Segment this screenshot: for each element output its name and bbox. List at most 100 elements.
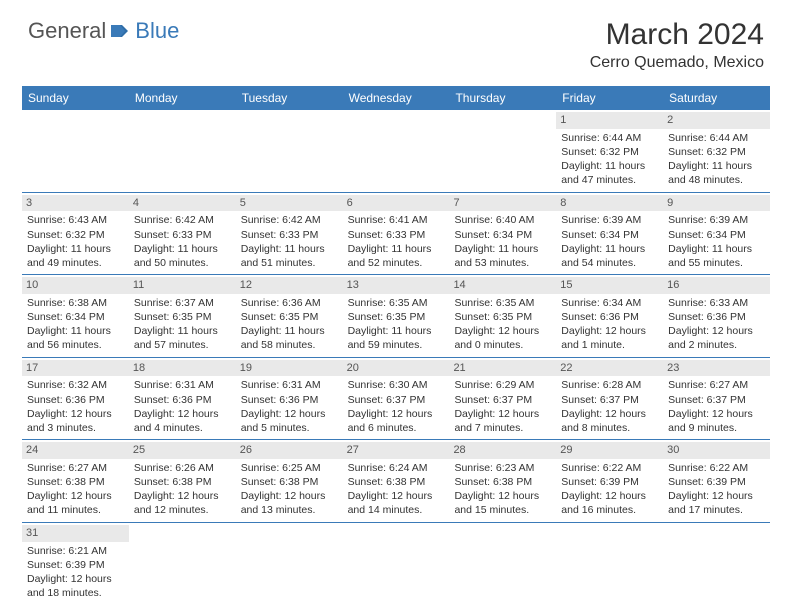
cell-sunrise: Sunrise: 6:34 AM (561, 296, 658, 310)
cell-daylight2: and 6 minutes. (348, 421, 445, 435)
day-number: 23 (663, 360, 770, 377)
day-header-cell: Sunday (22, 86, 129, 110)
cell-daylight2: and 18 minutes. (27, 586, 124, 600)
calendar-cell: 26Sunrise: 6:25 AMSunset: 6:38 PMDayligh… (236, 440, 343, 522)
cell-sunset: Sunset: 6:35 PM (241, 310, 338, 324)
cell-sunset: Sunset: 6:37 PM (348, 393, 445, 407)
location-subtitle: Cerro Quemado, Mexico (590, 54, 764, 72)
calendar-cell: 17Sunrise: 6:32 AMSunset: 6:36 PMDayligh… (22, 358, 129, 440)
cell-daylight1: Daylight: 12 hours (454, 407, 551, 421)
calendar-cell: 25Sunrise: 6:26 AMSunset: 6:38 PMDayligh… (129, 440, 236, 522)
cell-daylight1: Daylight: 12 hours (561, 407, 658, 421)
cell-daylight1: Daylight: 11 hours (668, 159, 765, 173)
day-header-cell: Wednesday (343, 86, 450, 110)
cell-daylight1: Daylight: 11 hours (348, 242, 445, 256)
cell-daylight1: Daylight: 12 hours (27, 489, 124, 503)
cell-sunrise: Sunrise: 6:27 AM (668, 378, 765, 392)
cell-sunrise: Sunrise: 6:42 AM (134, 213, 231, 227)
cell-daylight2: and 47 minutes. (561, 173, 658, 187)
calendar-cell: 9Sunrise: 6:39 AMSunset: 6:34 PMDaylight… (663, 193, 770, 275)
logo: General Blue (28, 18, 179, 44)
cell-daylight2: and 54 minutes. (561, 256, 658, 270)
calendar-week: 3Sunrise: 6:43 AMSunset: 6:32 PMDaylight… (22, 193, 770, 276)
cell-sunset: Sunset: 6:35 PM (134, 310, 231, 324)
cell-sunrise: Sunrise: 6:32 AM (27, 378, 124, 392)
cell-sunrise: Sunrise: 6:37 AM (134, 296, 231, 310)
cell-sunset: Sunset: 6:37 PM (668, 393, 765, 407)
logo-text-1: General (28, 18, 106, 44)
day-number: 9 (663, 195, 770, 212)
day-number: 20 (343, 360, 450, 377)
cell-sunrise: Sunrise: 6:25 AM (241, 461, 338, 475)
cell-daylight2: and 48 minutes. (668, 173, 765, 187)
cell-sunrise: Sunrise: 6:30 AM (348, 378, 445, 392)
cell-sunrise: Sunrise: 6:40 AM (454, 213, 551, 227)
day-number: 24 (22, 442, 129, 459)
calendar-cell-empty (556, 523, 663, 605)
day-number: 12 (236, 277, 343, 294)
cell-sunset: Sunset: 6:35 PM (454, 310, 551, 324)
cell-sunset: Sunset: 6:38 PM (454, 475, 551, 489)
calendar-cell: 13Sunrise: 6:35 AMSunset: 6:35 PMDayligh… (343, 275, 450, 357)
cell-sunrise: Sunrise: 6:21 AM (27, 544, 124, 558)
page-header: General Blue March 2024 Cerro Quemado, M… (0, 0, 792, 80)
cell-daylight1: Daylight: 11 hours (668, 242, 765, 256)
cell-daylight1: Daylight: 12 hours (561, 324, 658, 338)
day-number: 28 (449, 442, 556, 459)
calendar-cell: 18Sunrise: 6:31 AMSunset: 6:36 PMDayligh… (129, 358, 236, 440)
cell-daylight2: and 16 minutes. (561, 503, 658, 517)
cell-daylight1: Daylight: 12 hours (241, 489, 338, 503)
day-number: 19 (236, 360, 343, 377)
calendar-week: 17Sunrise: 6:32 AMSunset: 6:36 PMDayligh… (22, 358, 770, 441)
calendar-cell: 6Sunrise: 6:41 AMSunset: 6:33 PMDaylight… (343, 193, 450, 275)
calendar-cell-empty (663, 523, 770, 605)
cell-sunset: Sunset: 6:38 PM (134, 475, 231, 489)
day-number: 3 (22, 195, 129, 212)
cell-sunrise: Sunrise: 6:39 AM (561, 213, 658, 227)
cell-sunrise: Sunrise: 6:42 AM (241, 213, 338, 227)
cell-daylight2: and 55 minutes. (668, 256, 765, 270)
cell-sunrise: Sunrise: 6:24 AM (348, 461, 445, 475)
calendar-cell: 4Sunrise: 6:42 AMSunset: 6:33 PMDaylight… (129, 193, 236, 275)
cell-daylight1: Daylight: 12 hours (561, 489, 658, 503)
cell-daylight2: and 50 minutes. (134, 256, 231, 270)
cell-sunset: Sunset: 6:36 PM (241, 393, 338, 407)
cell-sunrise: Sunrise: 6:28 AM (561, 378, 658, 392)
day-number: 25 (129, 442, 236, 459)
day-number: 13 (343, 277, 450, 294)
cell-sunrise: Sunrise: 6:31 AM (241, 378, 338, 392)
cell-sunset: Sunset: 6:34 PM (454, 228, 551, 242)
cell-daylight2: and 0 minutes. (454, 338, 551, 352)
day-number: 15 (556, 277, 663, 294)
calendar-cell: 21Sunrise: 6:29 AMSunset: 6:37 PMDayligh… (449, 358, 556, 440)
calendar: SundayMondayTuesdayWednesdayThursdayFrid… (22, 86, 770, 604)
cell-sunset: Sunset: 6:39 PM (561, 475, 658, 489)
day-number: 14 (449, 277, 556, 294)
day-number: 17 (22, 360, 129, 377)
day-header-cell: Tuesday (236, 86, 343, 110)
cell-sunset: Sunset: 6:38 PM (27, 475, 124, 489)
calendar-cell: 20Sunrise: 6:30 AMSunset: 6:37 PMDayligh… (343, 358, 450, 440)
cell-sunset: Sunset: 6:36 PM (668, 310, 765, 324)
cell-daylight2: and 8 minutes. (561, 421, 658, 435)
calendar-cell-empty: . (343, 110, 450, 192)
day-number: 2 (663, 112, 770, 129)
calendar-cell: 12Sunrise: 6:36 AMSunset: 6:35 PMDayligh… (236, 275, 343, 357)
cell-daylight1: Daylight: 12 hours (241, 407, 338, 421)
cell-sunset: Sunset: 6:37 PM (454, 393, 551, 407)
cell-daylight1: Daylight: 12 hours (454, 489, 551, 503)
title-block: March 2024 Cerro Quemado, Mexico (590, 18, 764, 72)
calendar-cell: 7Sunrise: 6:40 AMSunset: 6:34 PMDaylight… (449, 193, 556, 275)
cell-daylight1: Daylight: 11 hours (561, 242, 658, 256)
cell-sunrise: Sunrise: 6:41 AM (348, 213, 445, 227)
calendar-cell-empty: . (449, 110, 556, 192)
cell-daylight2: and 56 minutes. (27, 338, 124, 352)
cell-sunset: Sunset: 6:33 PM (241, 228, 338, 242)
cell-daylight1: Daylight: 12 hours (348, 407, 445, 421)
calendar-cell: 19Sunrise: 6:31 AMSunset: 6:36 PMDayligh… (236, 358, 343, 440)
cell-sunset: Sunset: 6:36 PM (561, 310, 658, 324)
calendar-cell-empty: . (129, 110, 236, 192)
cell-daylight2: and 52 minutes. (348, 256, 445, 270)
cell-sunset: Sunset: 6:34 PM (561, 228, 658, 242)
day-number: 18 (129, 360, 236, 377)
